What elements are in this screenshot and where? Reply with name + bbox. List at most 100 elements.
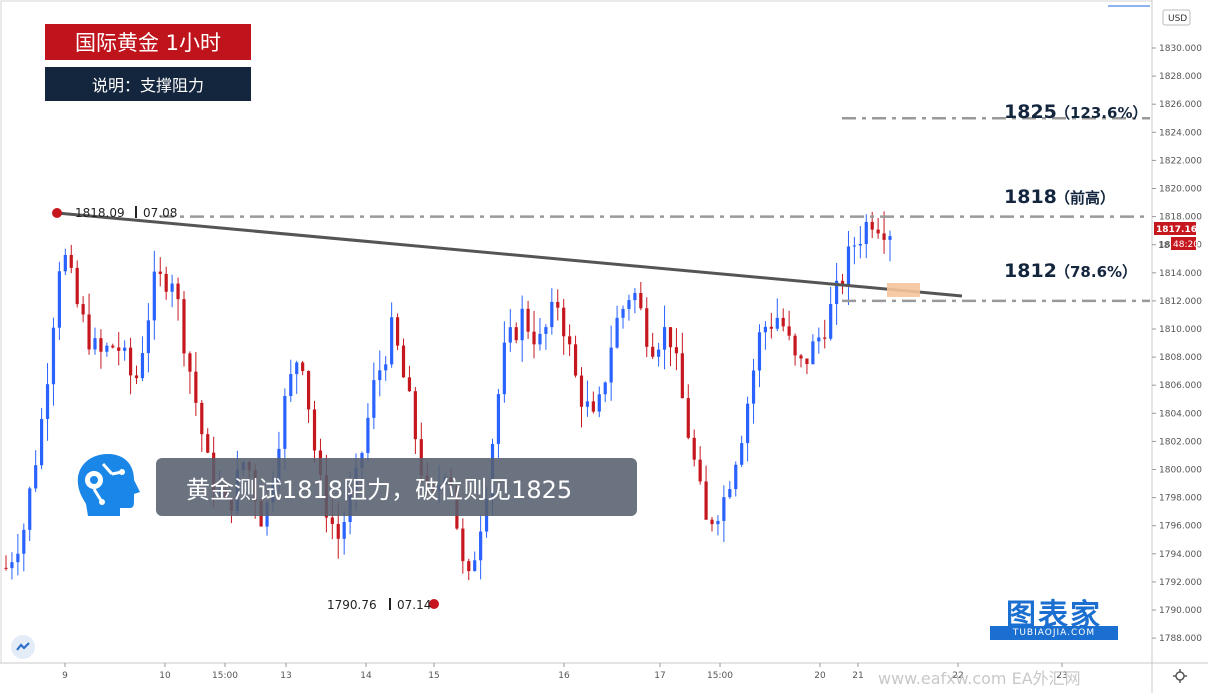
candle[interactable] bbox=[342, 510, 346, 555]
candle[interactable] bbox=[823, 319, 827, 349]
candle[interactable] bbox=[704, 465, 708, 521]
candle[interactable] bbox=[757, 324, 762, 388]
candle[interactable] bbox=[639, 281, 643, 311]
candle[interactable] bbox=[496, 388, 501, 459]
candle[interactable] bbox=[864, 214, 868, 259]
candle[interactable] bbox=[573, 335, 578, 378]
candle[interactable] bbox=[817, 327, 821, 354]
candle[interactable] bbox=[301, 360, 305, 376]
candle[interactable] bbox=[188, 351, 192, 394]
candle[interactable] bbox=[835, 262, 839, 325]
candle[interactable] bbox=[526, 300, 530, 339]
candle[interactable] bbox=[591, 391, 595, 414]
candle[interactable] bbox=[799, 353, 803, 368]
candle[interactable] bbox=[395, 313, 400, 351]
candle[interactable] bbox=[520, 295, 524, 362]
candle[interactable] bbox=[16, 533, 20, 576]
candle[interactable] bbox=[627, 294, 631, 321]
high-marker[interactable] bbox=[52, 208, 62, 218]
candle[interactable] bbox=[645, 297, 649, 358]
candle[interactable] bbox=[502, 321, 506, 403]
candle[interactable] bbox=[22, 523, 26, 572]
candle[interactable] bbox=[858, 226, 862, 259]
candle[interactable] bbox=[384, 356, 388, 381]
candle[interactable] bbox=[117, 332, 121, 366]
candle[interactable] bbox=[99, 329, 103, 369]
candle[interactable] bbox=[146, 303, 150, 373]
candle[interactable] bbox=[751, 358, 756, 424]
candle[interactable] bbox=[597, 386, 601, 418]
candle[interactable] bbox=[603, 381, 607, 403]
candle[interactable] bbox=[176, 277, 180, 321]
candle[interactable] bbox=[34, 450, 38, 492]
candle[interactable] bbox=[686, 384, 690, 440]
candle[interactable] bbox=[366, 403, 370, 462]
candle[interactable] bbox=[514, 322, 518, 344]
candle[interactable] bbox=[10, 552, 14, 580]
candle[interactable] bbox=[152, 250, 156, 340]
candle[interactable] bbox=[508, 309, 512, 352]
candle[interactable] bbox=[45, 363, 50, 441]
candle[interactable] bbox=[134, 365, 139, 385]
candle[interactable] bbox=[621, 305, 625, 329]
candle[interactable] bbox=[763, 321, 768, 350]
candle[interactable] bbox=[544, 324, 548, 350]
candle[interactable] bbox=[876, 217, 880, 239]
candle[interactable] bbox=[609, 325, 613, 401]
candle[interactable] bbox=[28, 486, 32, 542]
candle[interactable] bbox=[710, 516, 714, 532]
candle[interactable] bbox=[692, 429, 696, 467]
low-marker[interactable] bbox=[429, 599, 439, 609]
candle[interactable] bbox=[401, 338, 406, 378]
candle[interactable] bbox=[769, 312, 773, 339]
candle[interactable] bbox=[164, 266, 168, 300]
candle[interactable] bbox=[479, 515, 483, 580]
candle[interactable] bbox=[200, 400, 204, 452]
currency-badge[interactable] bbox=[1162, 9, 1191, 26]
candle[interactable] bbox=[787, 310, 791, 341]
candle[interactable] bbox=[111, 343, 115, 349]
candle[interactable] bbox=[372, 362, 376, 430]
candle[interactable] bbox=[651, 332, 655, 360]
candle[interactable] bbox=[657, 342, 661, 367]
candle[interactable] bbox=[680, 332, 684, 399]
candle[interactable] bbox=[579, 367, 584, 428]
candle[interactable] bbox=[829, 286, 833, 341]
candle[interactable] bbox=[75, 260, 79, 308]
candle[interactable] bbox=[378, 350, 382, 397]
candle[interactable] bbox=[39, 408, 44, 470]
candle[interactable] bbox=[568, 324, 572, 357]
candle[interactable] bbox=[461, 518, 465, 574]
candle[interactable] bbox=[846, 230, 851, 306]
candle[interactable] bbox=[289, 359, 293, 403]
candle[interactable] bbox=[740, 435, 744, 468]
candle[interactable] bbox=[728, 481, 732, 499]
candle[interactable] bbox=[746, 396, 750, 462]
candle[interactable] bbox=[158, 257, 162, 287]
candle[interactable] bbox=[182, 291, 186, 367]
candle[interactable] bbox=[662, 305, 667, 370]
candle[interactable] bbox=[81, 296, 85, 323]
candle[interactable] bbox=[888, 230, 892, 262]
candle[interactable] bbox=[93, 327, 97, 355]
candle[interactable] bbox=[312, 400, 317, 463]
candle[interactable] bbox=[413, 387, 417, 454]
candle[interactable] bbox=[556, 289, 560, 321]
candle[interactable] bbox=[585, 380, 590, 417]
trend-line[interactable] bbox=[56, 211, 963, 298]
candle[interactable] bbox=[57, 261, 61, 341]
candle[interactable] bbox=[407, 365, 412, 392]
candle[interactable] bbox=[283, 388, 287, 470]
candle[interactable] bbox=[473, 551, 477, 572]
candle[interactable] bbox=[538, 317, 542, 351]
candle[interactable] bbox=[128, 337, 133, 395]
candle[interactable] bbox=[562, 298, 566, 355]
settings-icon[interactable] bbox=[1173, 669, 1187, 683]
candle[interactable] bbox=[390, 302, 394, 368]
candle[interactable] bbox=[206, 428, 210, 454]
candle[interactable] bbox=[550, 288, 554, 335]
candle[interactable] bbox=[69, 244, 73, 274]
candle[interactable] bbox=[615, 305, 619, 349]
candle[interactable] bbox=[882, 211, 886, 254]
